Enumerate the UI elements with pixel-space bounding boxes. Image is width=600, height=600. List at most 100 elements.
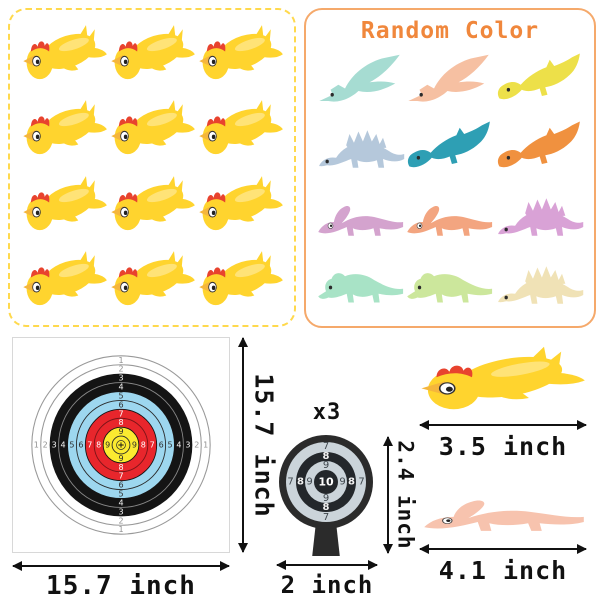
ring-number: 4	[60, 441, 65, 450]
ring-number: 6	[78, 441, 83, 450]
chicken-toy	[108, 93, 196, 168]
ring-number: 4	[176, 441, 181, 450]
dino-toy-dino	[495, 116, 584, 184]
dino-toy-stego	[316, 116, 405, 184]
dino-toy-ptero	[405, 48, 494, 116]
ring-number: 4	[118, 498, 123, 507]
chicken-toy	[196, 18, 284, 93]
ring-number: 8	[141, 441, 146, 450]
ring-number: 7	[323, 512, 329, 523]
ring-number: 8	[323, 502, 330, 513]
chicken-size-label: 3.5 inch	[438, 432, 568, 461]
ring-6-line	[75, 399, 167, 491]
ring-number: 1	[118, 356, 123, 365]
dino-size-sample	[420, 481, 588, 545]
bull-number: 10	[318, 476, 334, 489]
ring-number: 8	[96, 441, 101, 450]
ring-number: 8	[118, 463, 123, 472]
dino-toy-trike	[316, 252, 405, 320]
ring-number: 3	[52, 441, 57, 450]
bull-circle	[314, 470, 338, 494]
width-arrow-big-target	[12, 561, 230, 571]
dino-toy-stego	[495, 252, 584, 320]
ring-number: 9	[339, 477, 345, 488]
ring-number: 7	[118, 472, 123, 481]
ring-number: 3	[118, 374, 123, 383]
ring-number: 2	[118, 516, 123, 525]
ring-number: 6	[159, 441, 164, 450]
ring-number: 8	[348, 477, 355, 488]
ring-number: 8	[118, 418, 123, 427]
chicken-toy	[196, 244, 284, 319]
ring-number: 7	[150, 441, 155, 450]
ring-number: 6	[118, 400, 123, 409]
ring-number: 9	[105, 441, 110, 450]
small-target-height-label: 2.4 inch	[394, 440, 418, 550]
height-arrow-small-target	[383, 436, 393, 554]
ring-number: 8	[323, 451, 330, 462]
ring-number: 2	[118, 365, 123, 374]
ring-number: 9	[118, 454, 123, 463]
dino-toy-para	[405, 184, 494, 252]
chicken-size-sample	[415, 342, 587, 422]
dino-toy-large	[423, 499, 585, 532]
width-arrow-chicken	[419, 420, 587, 430]
height-arrow-big-target	[238, 337, 248, 553]
ring-number: 7	[358, 477, 364, 488]
chicken-toy	[196, 93, 284, 168]
ring-number: 1	[203, 441, 208, 450]
ring-number: 9	[323, 493, 329, 504]
ring-number: 6	[118, 481, 123, 490]
ring-number: 5	[118, 391, 123, 400]
ring-4-line	[58, 382, 184, 508]
ring-number: 3	[118, 507, 123, 516]
dino-size-label: 4.1 inch	[438, 556, 568, 585]
ring-number: 3	[185, 441, 190, 450]
ring-number: 7	[118, 409, 123, 418]
chicken-toy	[20, 93, 108, 168]
chicken-toy	[20, 169, 108, 244]
width-arrow-small-target	[276, 560, 378, 570]
center-cross	[118, 442, 124, 448]
ring-number: 4	[118, 383, 123, 392]
stand-neck	[312, 522, 340, 558]
inner-x-ring	[116, 440, 126, 450]
ring-8-line	[93, 417, 149, 473]
ring-number: 1	[34, 441, 39, 450]
dino-panel: Random Color	[304, 8, 596, 328]
ring-number: 9	[323, 460, 329, 471]
chicken-toy	[20, 244, 108, 319]
random-color-title: Random Color	[360, 18, 540, 44]
ring-number: 5	[167, 441, 172, 450]
chicken-toy	[108, 18, 196, 93]
chicken-grid	[20, 18, 284, 319]
dino-toy-stego	[495, 184, 584, 252]
ring-number: 5	[69, 441, 74, 450]
ring-number: 1	[118, 525, 123, 534]
dino-toy-para	[316, 184, 405, 252]
chicken-toy-large	[420, 345, 586, 411]
quantity-label: x3	[312, 400, 342, 425]
ring-number: 5	[118, 490, 123, 499]
small-target-width-label: 2 inch	[280, 571, 374, 599]
ring-10-line	[111, 435, 131, 455]
ring-number: 9	[118, 427, 123, 436]
big-target-width-label: 15.7 inch	[46, 571, 196, 600]
ring-number: 9	[306, 477, 312, 488]
ring-number: 7	[287, 477, 293, 488]
ring-number: 9	[132, 441, 137, 450]
chicken-toy	[108, 244, 196, 319]
width-arrow-dino	[419, 544, 587, 554]
dino-toy-ptero	[316, 48, 405, 116]
dino-toy-dino	[405, 116, 494, 184]
ring-number: 8	[297, 477, 304, 488]
dino-toy-dino	[495, 48, 584, 116]
ring-number: 2	[194, 441, 199, 450]
